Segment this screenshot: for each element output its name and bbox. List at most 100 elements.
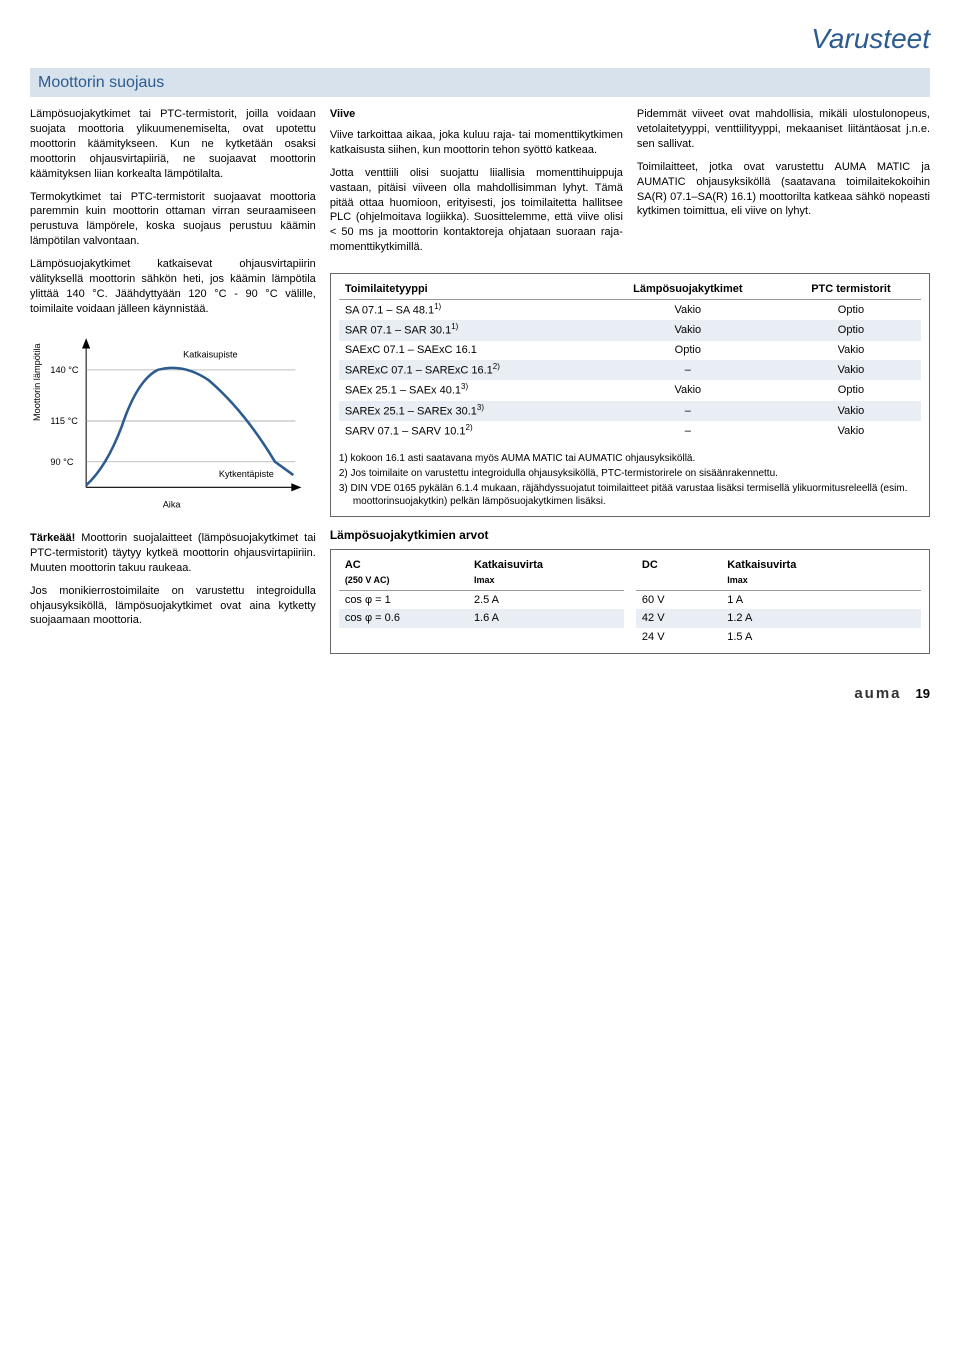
t1-cell: Vakio (595, 299, 781, 320)
table-row: SARExC 07.1 – SARExC 16.12)–Vakio (339, 360, 921, 381)
chart-trip-label: Katkaisupiste (183, 350, 238, 360)
t1-h3: PTC termistorit (781, 280, 921, 299)
chart-x-label: Aika (163, 500, 182, 510)
ac-h1-l1: AC (345, 559, 361, 571)
important-label: Tärkeää! (30, 532, 75, 544)
col3-p2: Toimilaitteet, jotka ovat varustettu AUM… (637, 160, 930, 219)
t2-cell: 1.2 A (721, 609, 921, 628)
ac-table: AC (250 V AC) Katkaisuvirta Imax cos φ =… (339, 556, 624, 628)
t1-cell: Optio (781, 380, 921, 401)
page-footer: auma 19 (30, 684, 930, 704)
table-row: cos φ = 12.5 A (339, 590, 624, 609)
col1-p5: Jos monikierrostoimilaite on varustettu … (30, 584, 316, 629)
col2-p1: Viive tarkoittaa aikaa, joka kuluu raja-… (330, 128, 623, 158)
ac-h2-l2: Imax (474, 575, 495, 585)
ratings-ac: AC (250 V AC) Katkaisuvirta Imax cos φ =… (339, 556, 624, 647)
dc-h2-l1: Katkaisuvirta (727, 559, 796, 571)
dc-table: DC Katkaisuvirta Imax 60 V1 A42 V1.2 A24… (636, 556, 921, 647)
chart-tick-140: 140 °C (50, 365, 79, 375)
t2-cell: 24 V (636, 628, 721, 647)
col2-heading: Viive (330, 107, 623, 122)
note-3: 3) DIN VDE 0165 pykälän 6.1.4 mukaan, rä… (339, 482, 921, 508)
temperature-chart: Moottorin lämpötila 140 °C 115 °C 90 °C … (30, 324, 316, 523)
dc-h1: DC (636, 556, 721, 590)
actuator-table-box: Toimilaitetyyppi Lämpösuojakytkimet PTC … (330, 273, 930, 517)
t1-h1: Toimilaitetyyppi (339, 280, 595, 299)
t1-cell: – (595, 360, 781, 381)
table-row: cos φ = 0.61.6 A (339, 609, 624, 628)
t1-cell: SARExC 07.1 – SARExC 16.12) (339, 360, 595, 381)
t1-cell: SA 07.1 – SA 48.11) (339, 299, 595, 320)
t1-h2: Lämpösuojakytkimet (595, 280, 781, 299)
ratings-tables: AC (250 V AC) Katkaisuvirta Imax cos φ =… (330, 549, 930, 654)
t2-cell: cos φ = 0.6 (339, 609, 468, 628)
ac-h2: Katkaisuvirta Imax (468, 556, 624, 590)
t1-cell: SAR 07.1 – SAR 30.11) (339, 320, 595, 341)
column-3: Pidemmät viiveet ovat mahdollisia, mikäl… (637, 107, 930, 263)
chart-svg: Moottorin lämpötila 140 °C 115 °C 90 °C … (30, 324, 316, 518)
col1-p2: Termokytkimet tai PTC-termistorit suojaa… (30, 190, 316, 249)
footer-brand: auma (854, 684, 901, 704)
column-1: Lämpösuojakytkimet tai PTC-termistorit, … (30, 107, 316, 654)
chart-curve (86, 368, 293, 485)
t1-cell: – (595, 421, 781, 442)
table-row: 24 V1.5 A (636, 628, 921, 647)
table-row: SAREx 25.1 – SAREx 30.13)–Vakio (339, 401, 921, 422)
t1-cell: Vakio (781, 421, 921, 442)
t1-cell: Vakio (781, 341, 921, 360)
right-block: Viive Viive tarkoittaa aikaa, joka kuluu… (330, 107, 930, 654)
note-1: 1) kokoon 16.1 asti saatavana myös AUMA … (339, 452, 921, 465)
table-notes: 1) kokoon 16.1 asti saatavana myös AUMA … (339, 452, 921, 508)
section-header: Moottorin suojaus (30, 68, 930, 98)
table-row: SAExC 07.1 – SAExC 16.1OptioVakio (339, 341, 921, 360)
note-2: 2) Jos toimilaite on varustettu integroi… (339, 467, 921, 480)
t1-cell: SAEx 25.1 – SAEx 40.13) (339, 380, 595, 401)
table-row: SARV 07.1 – SARV 10.12)–Vakio (339, 421, 921, 442)
table-row: SAR 07.1 – SAR 30.11)VakioOptio (339, 320, 921, 341)
actuator-table: Toimilaitetyyppi Lämpösuojakytkimet PTC … (339, 280, 921, 442)
t2-cell: 1.6 A (468, 609, 624, 628)
t1-cell: SARV 07.1 – SARV 10.12) (339, 421, 595, 442)
dc-h1-l1: DC (642, 559, 658, 571)
t2-cell: 1 A (721, 590, 921, 609)
ratings-dc: DC Katkaisuvirta Imax 60 V1 A42 V1.2 A24… (636, 556, 921, 647)
col1-important: Tärkeää! Moottorin suojalaitteet (lämpös… (30, 531, 316, 576)
column-2: Viive Viive tarkoittaa aikaa, joka kuluu… (330, 107, 623, 263)
chart-y-label: Moottorin lämpötila (32, 343, 42, 421)
ac-h1: AC (250 V AC) (339, 556, 468, 590)
t1-cell: Vakio (595, 380, 781, 401)
ac-body: cos φ = 12.5 Acos φ = 0.61.6 A (339, 590, 624, 628)
chart-tick-115: 115 °C (50, 416, 78, 426)
t1-cell: Optio (595, 341, 781, 360)
t2-cell: 60 V (636, 590, 721, 609)
chart-reset-label: Kytkentäpiste (219, 469, 274, 479)
dc-h2: Katkaisuvirta Imax (721, 556, 921, 590)
table-row: 60 V1 A (636, 590, 921, 609)
dc-h2-l2: Imax (727, 575, 748, 585)
page-title: Varusteet (30, 20, 930, 58)
footer-page: 19 (916, 685, 930, 703)
chart-tick-90: 90 °C (50, 457, 73, 467)
t1-cell: SAREx 25.1 – SAREx 30.13) (339, 401, 595, 422)
t2-cell: cos φ = 1 (339, 590, 468, 609)
dc-body: 60 V1 A42 V1.2 A24 V1.5 A (636, 590, 921, 647)
ac-h2-l1: Katkaisuvirta (474, 559, 543, 571)
t1-cell: Vakio (595, 320, 781, 341)
t2-cell: 42 V (636, 609, 721, 628)
table-row: SA 07.1 – SA 48.11)VakioOptio (339, 299, 921, 320)
table-row: SAEx 25.1 – SAEx 40.13)VakioOptio (339, 380, 921, 401)
content-columns: Lämpösuojakytkimet tai PTC-termistorit, … (30, 107, 930, 654)
col3-p1: Pidemmät viiveet ovat mahdollisia, mikäl… (637, 107, 930, 152)
t1-cell: – (595, 401, 781, 422)
t1-cell: Vakio (781, 401, 921, 422)
t2-cell: 1.5 A (721, 628, 921, 647)
ac-h1-l2: (250 V AC) (345, 575, 390, 585)
t1-cell: Optio (781, 320, 921, 341)
table-row: 42 V1.2 A (636, 609, 921, 628)
ratings-title: Lämpösuojakytkimien arvot (330, 527, 930, 543)
t2-cell: 2.5 A (468, 590, 624, 609)
col1-p1: Lämpösuojakytkimet tai PTC-termistorit, … (30, 107, 316, 181)
t1-body: SA 07.1 – SA 48.11)VakioOptioSAR 07.1 – … (339, 299, 921, 441)
col1-p3: Lämpösuojakytkimet katkaisevat ohjausvir… (30, 257, 316, 316)
t1-cell: Optio (781, 299, 921, 320)
